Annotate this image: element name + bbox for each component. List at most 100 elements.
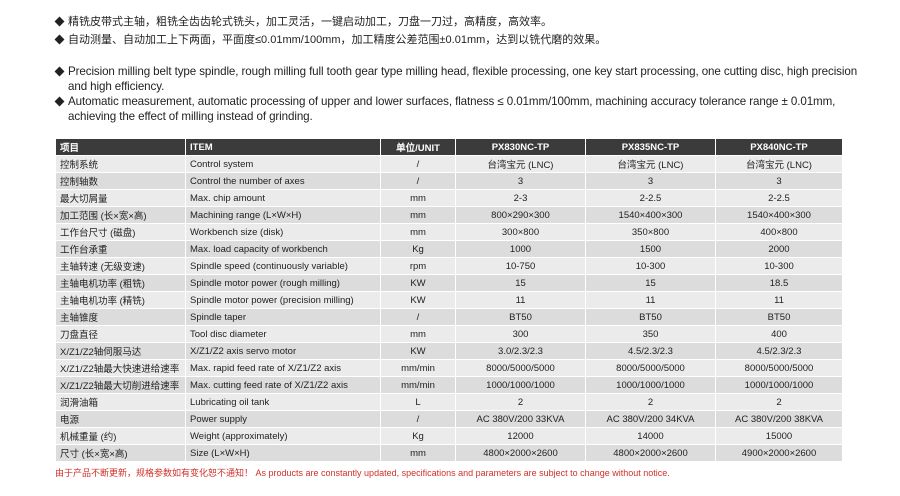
table-cell: 1000/1000/1000 [455,376,586,394]
table-cell: X/Z1/Z2轴最大快速进给速率 [55,359,186,377]
table-cell: mm [380,444,456,462]
table-cell: 4.5/2.3/2.3 [715,342,843,360]
table-cell: Workbench size (disk) [185,223,381,241]
table-cell: 最大切屑量 [55,189,186,207]
table-cell: BT50 [585,308,716,326]
table-cell: Lubricating oil tank [185,393,381,411]
table-cell: Max. rapid feed rate of X/Z1/Z2 axis [185,359,381,377]
table-cell: mm/min [380,376,456,394]
table-cell: Kg [380,240,456,258]
table-cell: 10-300 [715,257,843,275]
table-row: X/Z1/Z2轴伺服马达 X/Z1/Z2 axis servo motor KW 3.… [55,342,843,360]
bullet-en: Precision milling belt type spindle, rou… [55,64,863,94]
table-cell: 主轴锥度 [55,308,186,326]
table-row: 润滑油箱 Lubricating oil tank L 2 2 2 [55,393,843,411]
table-cell: KW [380,291,456,309]
table-row: 电源 Power supply / AC 380V/200 33KVA AC 380V/… [55,410,843,428]
table-row: 主轴电机功率 (粗铣) Spindle motor power (rough mi… [55,274,843,292]
table-cell: 350 [585,325,716,343]
table-cell: 15000 [715,427,843,445]
table-cell: 12000 [455,427,586,445]
table-cell: 4800×2000×2600 [455,444,586,462]
table-row: 控制轴数 Control the number of axes/3 3 3 [55,172,843,190]
table-cell: mm/min [380,359,456,377]
table-cell: AC 380V/200 38KVA [715,410,843,428]
table-cell: mm [380,206,456,224]
table-cell: mm [380,189,456,207]
table-cell: mm [380,325,456,343]
table-cell: 2000 [715,240,843,258]
table-cell: Weight (approximately) [185,427,381,445]
table-cell: 18.5 [715,274,843,292]
table-cell: 10-300 [585,257,716,275]
table-cell: 刀盘直径 [55,325,186,343]
table-cell: 2-3 [455,189,586,207]
table-cell: 润滑油箱 [55,393,186,411]
table-cell: BT50 [455,308,586,326]
table-cell: 15 [585,274,716,292]
header-cell: 项目 [55,138,186,156]
table-row: 工作台尺寸 (磁盘) Workbench size (disk) mm 300×800… [55,223,843,241]
table-cell: 工作台承重 [55,240,186,258]
table-cell: Size (L×W×H) [185,444,381,462]
table-cell: 台湾宝元 (LNC) [455,155,586,173]
table-cell: Max. load capacity of workbench [185,240,381,258]
table-cell: AC 380V/200 34KVA [585,410,716,428]
table-cell: Tool disc diameter [185,325,381,343]
table-cell: 15 [455,274,586,292]
table-cell: 2 [585,393,716,411]
header-cell: ITEM [185,138,381,156]
table-cell: Spindle motor power (precision milling) [185,291,381,309]
table-cell: 工作台尺寸 (磁盘) [55,223,186,241]
table-cell: 8000/5000/5000 [585,359,716,377]
table-cell: mm [380,223,456,241]
table-cell: 14000 [585,427,716,445]
table-cell: / [380,172,456,190]
table-cell: 4800×2000×2600 [585,444,716,462]
table-cell: Spindle taper [185,308,381,326]
header-cell: PX835NC-TP [585,138,716,156]
table-cell: 2 [715,393,843,411]
table-cell: KW [380,274,456,292]
table-cell: 1000/1000/1000 [715,376,843,394]
table-cell: 4900×2000×2600 [715,444,843,462]
table-cell: 11 [585,291,716,309]
footnote: 由于产品不断更新，规格参数如有变化恕不通知！ As products are c… [55,468,670,478]
table-cell: Spindle motor power (rough milling) [185,274,381,292]
table-cell: 电源 [55,410,186,428]
table-cell: 2 [455,393,586,411]
table-cell: 11 [715,291,843,309]
bullet-cn: 自动测量、自动加工上下两面，平面度≤0.01mm/100mm，加工精度公差范围±… [55,32,863,48]
table-row: 刀盘直径 Tool disc diameter mm 300 350 400 [55,325,843,343]
table-row: X/Z1/Z2轴最大切削进给速率 Max. cutting feed rate o… [55,376,843,394]
table-row: 控制系统 Control system / 台湾宝元 (LNC) 台湾宝元 (LNC) 台… [55,155,843,173]
table-row: 工作台承重 Max. load capacity of workbench Kg 10… [55,240,843,258]
table-cell: 加工范围 (长×宽×高) [55,206,186,224]
table-cell: 3 [585,172,716,190]
table-cell: 主轴转速 (无级变速) [55,257,186,275]
table-row: 机械重量 (约) Weight (approximately) Kg 12000 140… [55,427,843,445]
table-cell: L [380,393,456,411]
table-cell: Kg [380,427,456,445]
table-cell: X/Z1/Z2轴最大切削进给速率 [55,376,186,394]
table-cell: BT50 [715,308,843,326]
table-cell: / [380,155,456,173]
table-cell: Control the number of axes [185,172,381,190]
spec-table: 项目 ITEM 单位/UNIT PX830NC-TP PX835NC-TP PX840NC… [55,138,843,462]
table-cell: 2-2.5 [715,189,843,207]
header-row: 项目 ITEM 单位/UNIT PX830NC-TP PX835NC-TP PX840NC… [55,138,843,156]
table-cell: 2-2.5 [585,189,716,207]
table-cell: 8000/5000/5000 [455,359,586,377]
table-cell: Power supply [185,410,381,428]
table-cell: 控制轴数 [55,172,186,190]
table-cell: AC 380V/200 33KVA [455,410,586,428]
table-cell: 台湾宝元 (LNC) [585,155,716,173]
table-row: 主轴锥度 Spindle taper / BT50 BT50 BT50 [55,308,843,326]
table-cell: 400 [715,325,843,343]
table-cell: 10-750 [455,257,586,275]
table-cell: 3 [715,172,843,190]
table-row: 主轴电机功率 (精铣) Spindle motor power (precisio… [55,291,843,309]
table-cell: 350×800 [585,223,716,241]
table-cell: 800×290×300 [455,206,586,224]
